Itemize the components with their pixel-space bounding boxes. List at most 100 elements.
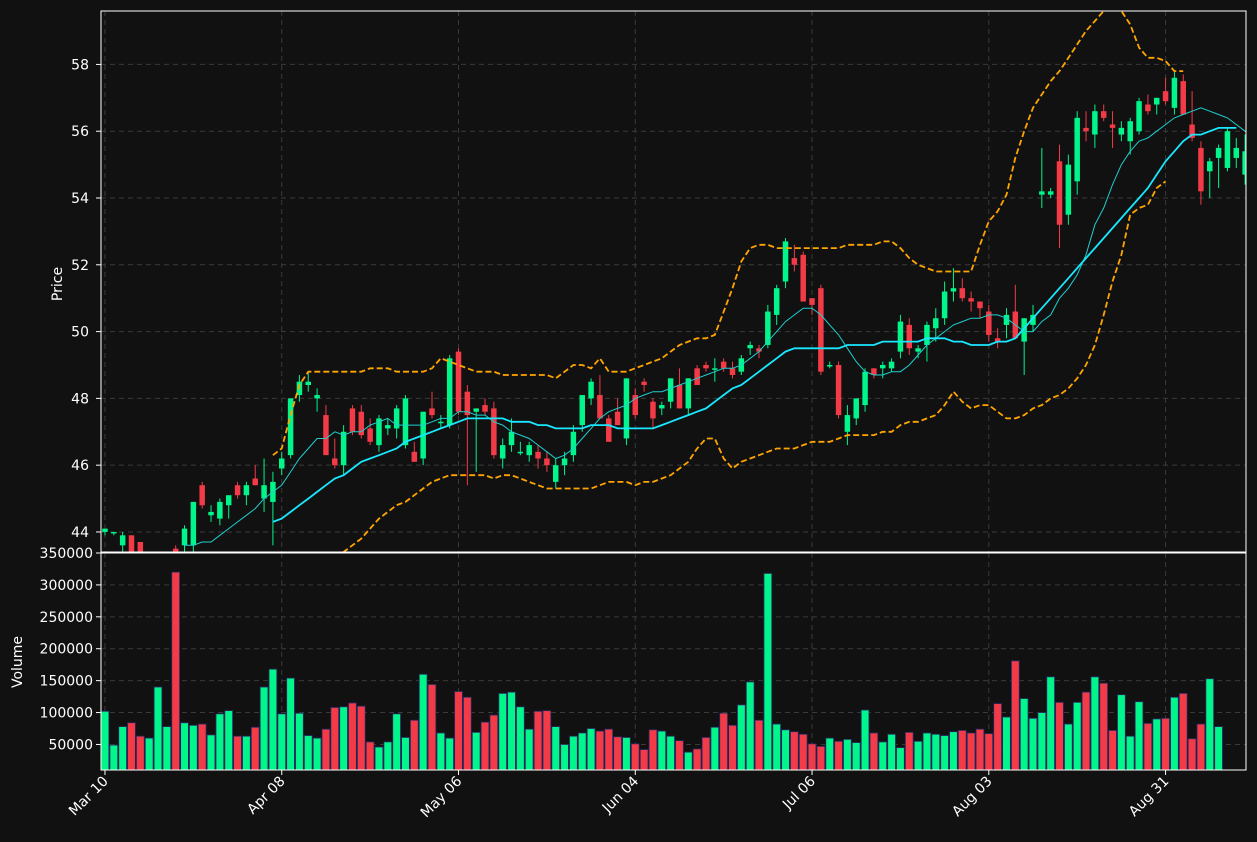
volume-bar [630, 743, 640, 770]
volume-bar [719, 712, 728, 770]
candle-down [703, 364, 709, 369]
volume-bar [586, 728, 596, 770]
short-moving-average-line [184, 107, 1246, 546]
volume-bar [339, 706, 348, 770]
candle-up [685, 378, 692, 409]
volume-bar [613, 736, 622, 770]
volume-bar [798, 733, 808, 770]
volume-bar [1019, 698, 1029, 770]
candle-down [906, 324, 913, 349]
candle-down [959, 288, 966, 299]
volume-bar [507, 691, 516, 770]
volume-bar [692, 748, 702, 770]
candle-up [296, 381, 303, 396]
volume-bar [772, 723, 781, 770]
volume-bar [277, 713, 287, 770]
candle-down [818, 288, 824, 372]
candle-up [473, 408, 479, 412]
volume-bar [250, 726, 260, 770]
volume-bar [993, 703, 1002, 770]
candle-down [977, 301, 983, 309]
volume-bar [1081, 691, 1091, 770]
candle-up [1233, 147, 1240, 158]
volume-bar [410, 719, 419, 770]
candle-down [1145, 104, 1151, 112]
volume-bar [807, 743, 817, 770]
price-panel: 44 46 48 50 52 54 56 58 [71, 10, 1247, 553]
candle-down [367, 428, 373, 442]
candle-up [897, 321, 904, 352]
candle-up [712, 368, 718, 370]
volume-bar [1152, 718, 1162, 770]
candle-up [950, 288, 957, 292]
candle-up [1171, 77, 1178, 108]
candle-down [491, 408, 497, 456]
volume-bar [1046, 676, 1055, 770]
candle-up [279, 458, 285, 469]
candle-down [199, 485, 205, 506]
volume-bar [940, 735, 949, 770]
candle-down [234, 485, 241, 496]
candle-down [1083, 127, 1089, 132]
candle-up [340, 431, 347, 466]
candle-up [915, 348, 921, 352]
candle-up [376, 418, 382, 446]
candle-up [1207, 161, 1213, 172]
volume-bar [1011, 660, 1020, 770]
candle-down [791, 258, 798, 265]
candle-up [1092, 111, 1098, 135]
volume-bar [860, 709, 870, 770]
volume-bar [1028, 717, 1038, 770]
price-panel-frame [100, 10, 1247, 553]
candle-up [190, 501, 197, 546]
volume-bar [436, 732, 446, 770]
volume-bar [295, 712, 304, 770]
volume-bar [1214, 726, 1223, 770]
volume-bar [1099, 682, 1108, 770]
volume-tick-label: 150000 [40, 674, 93, 690]
volume-bar [312, 737, 322, 770]
volume-bar [1125, 735, 1135, 770]
volume-tick-label: 50000 [48, 737, 93, 753]
volume-bar [754, 719, 764, 770]
volume-bar [949, 731, 958, 770]
volume-bar [445, 737, 454, 770]
volume-bar [1002, 716, 1011, 770]
volume-bar [480, 721, 490, 770]
volume-bar [454, 691, 463, 770]
candle-down [871, 368, 877, 376]
volume-bar [356, 705, 366, 770]
volume-tick-label: 250000 [40, 610, 93, 626]
volume-bar [958, 730, 967, 770]
price-tick-label: 56 [71, 124, 89, 140]
candle-down [756, 348, 762, 352]
volume-bar [569, 735, 578, 770]
candle-down [676, 385, 683, 409]
volume-bar [498, 693, 507, 770]
candle-down [172, 548, 179, 552]
candle-up [844, 415, 851, 432]
volume-bar [171, 571, 180, 770]
volume-bar [1134, 701, 1144, 770]
candle-up [1242, 151, 1246, 175]
volume-bar [330, 707, 340, 770]
long-moving-average-line [272, 127, 1237, 523]
candle-down [968, 298, 974, 302]
candle-down [1180, 81, 1186, 115]
volume-bar [851, 742, 861, 770]
volume-bar [1037, 712, 1047, 770]
candle-up [782, 241, 789, 282]
candle-down [729, 368, 736, 376]
volume-tick-label: 300000 [40, 578, 93, 594]
volume-bar [463, 696, 472, 770]
candle-up [941, 291, 948, 319]
price-tick-label: 48 [71, 391, 89, 407]
volume-bar [162, 726, 172, 770]
volume-bar [869, 732, 879, 770]
candle-up [305, 381, 311, 386]
volume-bar [136, 735, 145, 770]
candle-down [986, 311, 992, 335]
volume-bar [622, 737, 631, 770]
volume-bar [595, 730, 605, 770]
candle-down [720, 361, 727, 369]
